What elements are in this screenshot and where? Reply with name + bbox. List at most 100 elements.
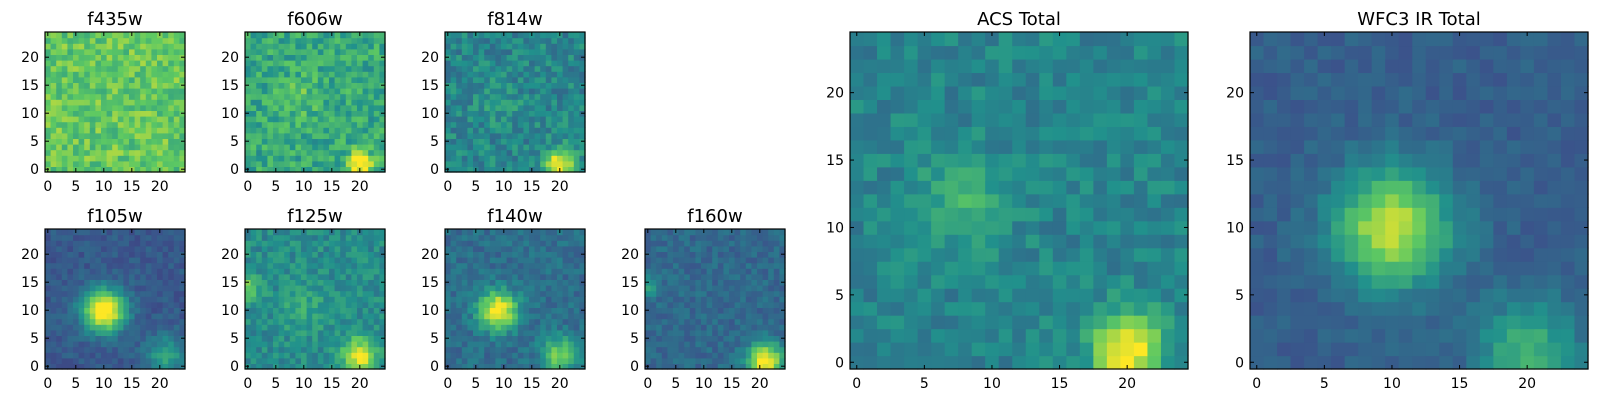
heatmap-cell (540, 65, 547, 72)
heatmap-cell (145, 257, 152, 264)
heatmap-cell (373, 43, 380, 50)
heatmap-cell (450, 110, 457, 117)
heatmap-cell (998, 274, 1013, 289)
heatmap-cell (495, 121, 502, 128)
heatmap-cell (684, 290, 691, 297)
heatmap-cell (534, 144, 541, 151)
heatmap-cell (340, 301, 347, 308)
heatmap-cell (684, 341, 691, 348)
heatmap-cell (368, 37, 375, 44)
heatmap-cell (944, 193, 959, 208)
heatmap-cell (717, 307, 724, 314)
heatmap-cell (944, 247, 959, 262)
heatmap-cell (684, 363, 691, 370)
heatmap-cell (134, 357, 141, 364)
heatmap-cell (495, 71, 502, 78)
heatmap-cell (95, 121, 102, 128)
heatmap-cell (534, 121, 541, 128)
heatmap-cell (140, 324, 147, 331)
heatmap-cell (1160, 247, 1176, 262)
heatmap-cell (368, 307, 375, 314)
heatmap-cell (256, 71, 263, 78)
heatmap-cell (168, 93, 175, 100)
heatmap-cell (495, 32, 502, 39)
heatmap-cell (67, 251, 74, 258)
heatmap-cell (917, 166, 932, 181)
heatmap-cell (551, 313, 558, 320)
heatmap-cell (140, 341, 147, 348)
heatmap-cell (106, 82, 113, 89)
heatmap-cell (140, 149, 147, 156)
heatmap-cell (740, 341, 747, 348)
heatmap-cell (557, 268, 564, 275)
heatmap-cell (162, 262, 169, 269)
heatmap-cell (712, 273, 719, 280)
heatmap-cell (495, 307, 502, 314)
heatmap-cell (757, 352, 764, 359)
heatmap-cell (101, 290, 108, 297)
heatmap-cell (334, 138, 341, 145)
heatmap-cell (278, 82, 285, 89)
heatmap-cell (345, 352, 352, 359)
heatmap-cell (329, 257, 336, 264)
heatmap-cell (117, 71, 124, 78)
heatmap-cell (701, 268, 708, 275)
heatmap-cell (334, 262, 341, 269)
heatmap-cell (295, 234, 302, 241)
heatmap-cell (958, 153, 973, 168)
heatmap-cell (67, 60, 74, 67)
heatmap-cell (61, 32, 68, 39)
heatmap-cell (461, 273, 468, 280)
heatmap-cell (73, 346, 80, 353)
heatmap-cell (473, 268, 480, 275)
heatmap-cell (301, 341, 308, 348)
heatmap-cell (534, 341, 541, 348)
heatmap-cell (151, 335, 158, 342)
heatmap-cell (762, 240, 769, 247)
heatmap-cell (78, 144, 85, 151)
heatmap-cell (545, 335, 552, 342)
heatmap-cell (495, 155, 502, 162)
heatmap-cell (117, 93, 124, 100)
heatmap-cell (579, 290, 586, 297)
heatmap-cell (45, 324, 52, 331)
heatmap-cell (512, 65, 519, 72)
heatmap-cell (1039, 261, 1054, 276)
heatmap-cell (117, 149, 124, 156)
heatmap-cell (723, 335, 730, 342)
heatmap-cell (289, 296, 296, 303)
heatmap-cell (45, 257, 52, 264)
heatmap-cell (779, 273, 786, 280)
heatmap-cell (334, 335, 341, 342)
y-tick-label: 5 (630, 331, 639, 347)
heatmap-cell (273, 318, 280, 325)
heatmap-cell (1120, 166, 1135, 181)
heatmap-cell (50, 307, 57, 314)
heatmap-cell (667, 329, 674, 336)
heatmap-cell (1012, 328, 1027, 343)
heatmap-cell (489, 132, 496, 139)
heatmap-cell (678, 346, 685, 353)
heatmap-cell (478, 240, 485, 247)
heatmap-cell (489, 341, 496, 348)
heatmap-cell (168, 313, 175, 320)
heatmap-cell (67, 99, 74, 106)
heatmap-cell (456, 234, 463, 241)
heatmap-cell (151, 301, 158, 308)
heatmap-cell (162, 329, 169, 336)
heatmap-cell (768, 229, 775, 236)
heatmap-cell (78, 116, 85, 123)
heatmap-cell (334, 296, 341, 303)
heatmap-cell (467, 234, 474, 241)
heatmap-cell (289, 273, 296, 280)
heatmap-cell (368, 268, 375, 275)
heatmap-cell (1079, 288, 1094, 303)
heatmap-cell (545, 240, 552, 247)
heatmap-cell (695, 346, 702, 353)
heatmap-cell (729, 341, 736, 348)
heatmap-cell (568, 273, 575, 280)
heatmap-cell (506, 341, 513, 348)
heatmap-cell (250, 48, 257, 55)
heatmap-cell (540, 138, 547, 145)
heatmap-cell (661, 357, 668, 364)
